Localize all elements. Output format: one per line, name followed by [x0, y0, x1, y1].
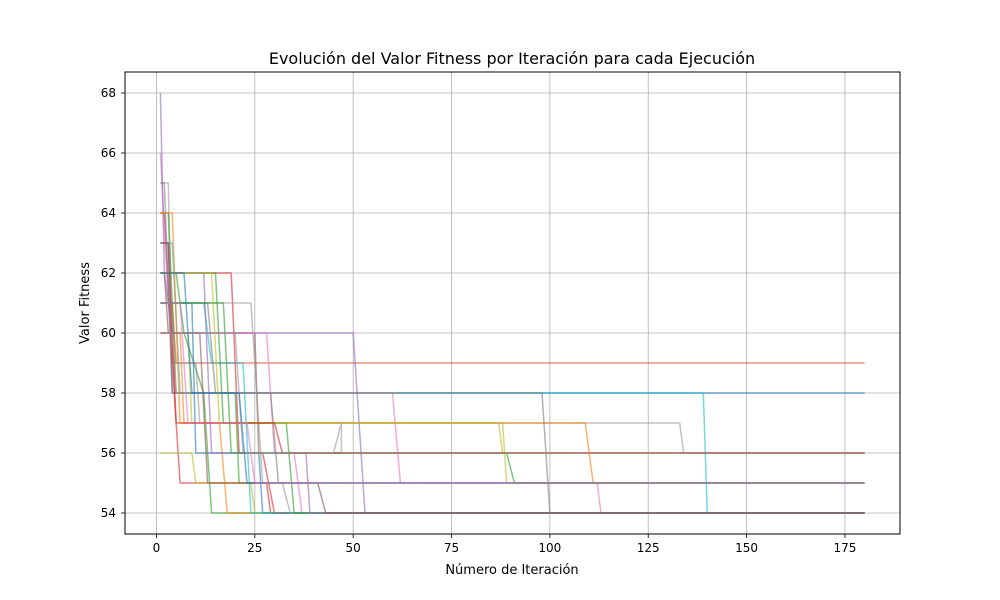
x-axis-ticks: 0 25 50 75 100 125 150 175 [153, 534, 856, 555]
x-tick-label: 50 [346, 541, 361, 555]
x-tick-label: 175 [833, 541, 856, 555]
y-tick-label: 66 [101, 146, 116, 160]
x-tick-label: 0 [153, 541, 161, 555]
series-line-28 [160, 332, 865, 454]
y-tick-label: 56 [101, 446, 116, 460]
y-tick-label: 54 [101, 506, 116, 520]
y-tick-label: 62 [101, 266, 116, 280]
x-tick-label: 150 [735, 541, 758, 555]
series-lines [159, 92, 865, 514]
y-tick-label: 64 [101, 206, 116, 220]
series-line-30 [160, 302, 865, 484]
x-tick-label: 125 [637, 541, 660, 555]
plot-frame [124, 71, 901, 535]
x-tick-label: 25 [247, 541, 262, 555]
y-tick-label: 60 [101, 326, 116, 340]
x-tick-label: 75 [444, 541, 459, 555]
chart-title: Evolución del Valor Fitness por Iteració… [269, 49, 755, 68]
y-axis-label: Valor Fitness [78, 262, 93, 344]
x-axis-label: Número de Iteración [445, 563, 578, 578]
y-tick-label: 68 [101, 86, 116, 100]
x-tick-label: 100 [538, 541, 561, 555]
y-tick-label: 58 [101, 386, 116, 400]
y-axis-ticks: 54 56 58 60 62 64 66 68 [101, 86, 125, 520]
